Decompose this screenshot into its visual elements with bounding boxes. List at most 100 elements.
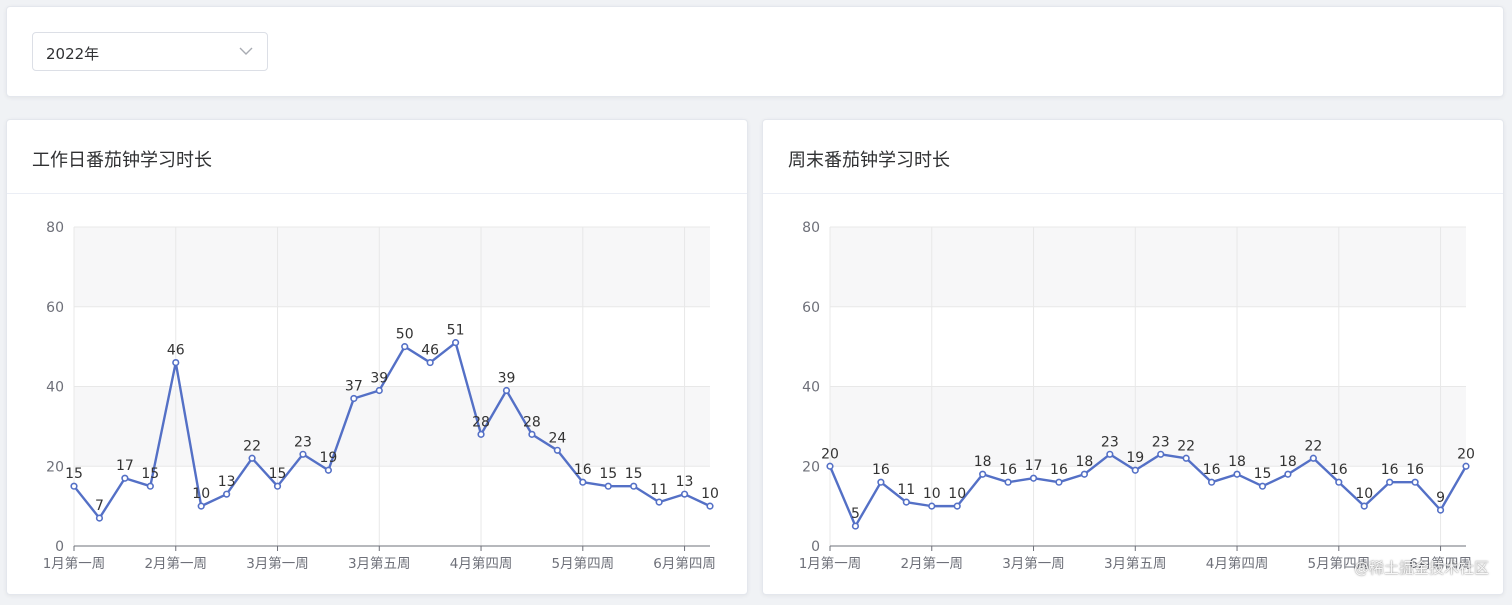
data-label: 16 — [872, 462, 890, 478]
grid-band — [74, 466, 710, 546]
x-tick-label: 4月第四周 — [1206, 555, 1269, 572]
data-label: 16 — [1406, 462, 1424, 478]
data-point — [502, 386, 511, 395]
data-label: 13 — [676, 474, 694, 490]
chart-title: 工作日番茄钟学习时长 — [32, 150, 212, 171]
data-label: 22 — [243, 438, 261, 454]
data-label: 16 — [574, 462, 592, 478]
series-line — [828, 453, 1468, 528]
data-point — [1233, 470, 1241, 478]
data-point — [1182, 454, 1190, 462]
data-point — [604, 482, 612, 490]
y-tick-label: 40 — [802, 380, 820, 396]
data-label: 10 — [701, 486, 719, 502]
data-point — [1131, 466, 1139, 474]
data-label: 39 — [370, 370, 388, 386]
data-point — [1029, 474, 1038, 482]
data-label: 51 — [447, 323, 465, 339]
y-tick-label: 80 — [802, 220, 820, 236]
data-point — [902, 498, 910, 506]
filter-card: 2022年 — [6, 6, 1504, 97]
data-point — [680, 490, 689, 498]
data-label: 9 — [1436, 490, 1445, 506]
chevron-down-icon — [239, 47, 253, 55]
data-point — [630, 482, 638, 490]
weekend-chart-card: 周末番茄钟学习时长 0 20 40 60 80 1月第一周 2月第一周 3月第一周 3月第五周 4… — [762, 119, 1504, 595]
data-label: 11 — [650, 482, 668, 498]
data-label: 10 — [1355, 486, 1373, 502]
data-point — [979, 470, 987, 478]
data-point — [928, 502, 936, 510]
data-point — [528, 430, 536, 438]
data-point — [1258, 482, 1267, 490]
data-label: 46 — [421, 343, 439, 359]
data-point — [1386, 478, 1394, 486]
data-label: 46 — [167, 343, 185, 359]
data-label: 10 — [923, 486, 941, 502]
data-label: 20 — [821, 446, 839, 462]
data-point — [579, 478, 587, 486]
x-tick-label: 4月第四周 — [450, 555, 513, 572]
y-tick-label: 20 — [802, 459, 820, 475]
data-point — [324, 466, 333, 474]
data-label: 22 — [1177, 438, 1195, 454]
data-label: 19 — [319, 450, 337, 466]
x-tick-label: 1月第一周 — [43, 555, 106, 572]
data-label: 18 — [1075, 454, 1093, 470]
data-label: 28 — [523, 414, 541, 430]
data-label: 15 — [599, 466, 617, 482]
data-label: 15 — [1254, 466, 1272, 482]
y-tick-label: 0 — [55, 539, 64, 555]
data-label: 15 — [625, 466, 643, 482]
data-label: 20 — [1457, 446, 1475, 462]
data-label: 15 — [65, 466, 83, 482]
x-tick-label: 2月第一周 — [900, 555, 963, 572]
grid-band — [74, 306, 710, 387]
data-label: 16 — [1203, 462, 1221, 478]
data-point — [452, 339, 460, 347]
data-point — [1284, 470, 1292, 478]
data-label: 5 — [851, 506, 860, 522]
x-tick-label: 3月第五周 — [1104, 555, 1167, 572]
y-tick-label: 20 — [46, 459, 64, 475]
year-select-value: 2022年 — [46, 45, 100, 63]
data-label: 28 — [472, 414, 490, 430]
data-label: 18 — [1279, 454, 1297, 470]
data-label: 19 — [1126, 450, 1144, 466]
data-label: 16 — [999, 462, 1017, 478]
x-tick-label: 6月第四周 — [653, 555, 716, 572]
data-point — [375, 386, 383, 395]
x-tick-label: 1月第一周 — [799, 555, 862, 572]
data-point — [146, 482, 154, 490]
year-select[interactable]: 2022年 — [32, 32, 268, 71]
y-tick-label: 0 — [811, 539, 820, 555]
data-point — [197, 502, 205, 510]
data-label: 37 — [345, 378, 363, 394]
x-tick-label: 2月第一周 — [144, 555, 207, 572]
data-point — [1004, 478, 1012, 486]
data-label: 18 — [974, 454, 992, 470]
data-label: 13 — [218, 474, 236, 490]
data-point — [95, 514, 104, 522]
data-point — [70, 482, 78, 490]
data-point — [1080, 470, 1089, 478]
data-point — [426, 358, 434, 367]
data-point — [273, 482, 282, 490]
grid-band — [74, 227, 710, 307]
data-point — [121, 474, 129, 482]
data-label: 7 — [95, 498, 104, 514]
chart-title: 周末番茄钟学习时长 — [788, 150, 950, 171]
grid-band — [830, 386, 1466, 467]
data-label: 22 — [1304, 438, 1322, 454]
x-tick-label: 5月第四周 — [1308, 555, 1371, 572]
grid-band — [830, 306, 1466, 387]
weekend-line-chart: 0 20 40 60 80 1月第一周 2月第一周 3月第一周 3月第五周 4月第四周 5月第四周 6… — [799, 220, 1475, 572]
series-line — [73, 341, 711, 520]
data-label: 23 — [1101, 434, 1119, 450]
data-point — [553, 446, 561, 454]
data-point — [877, 478, 885, 486]
data-point — [953, 502, 961, 510]
data-point — [1157, 450, 1165, 458]
data-point — [248, 454, 256, 462]
data-label: 17 — [116, 458, 134, 474]
